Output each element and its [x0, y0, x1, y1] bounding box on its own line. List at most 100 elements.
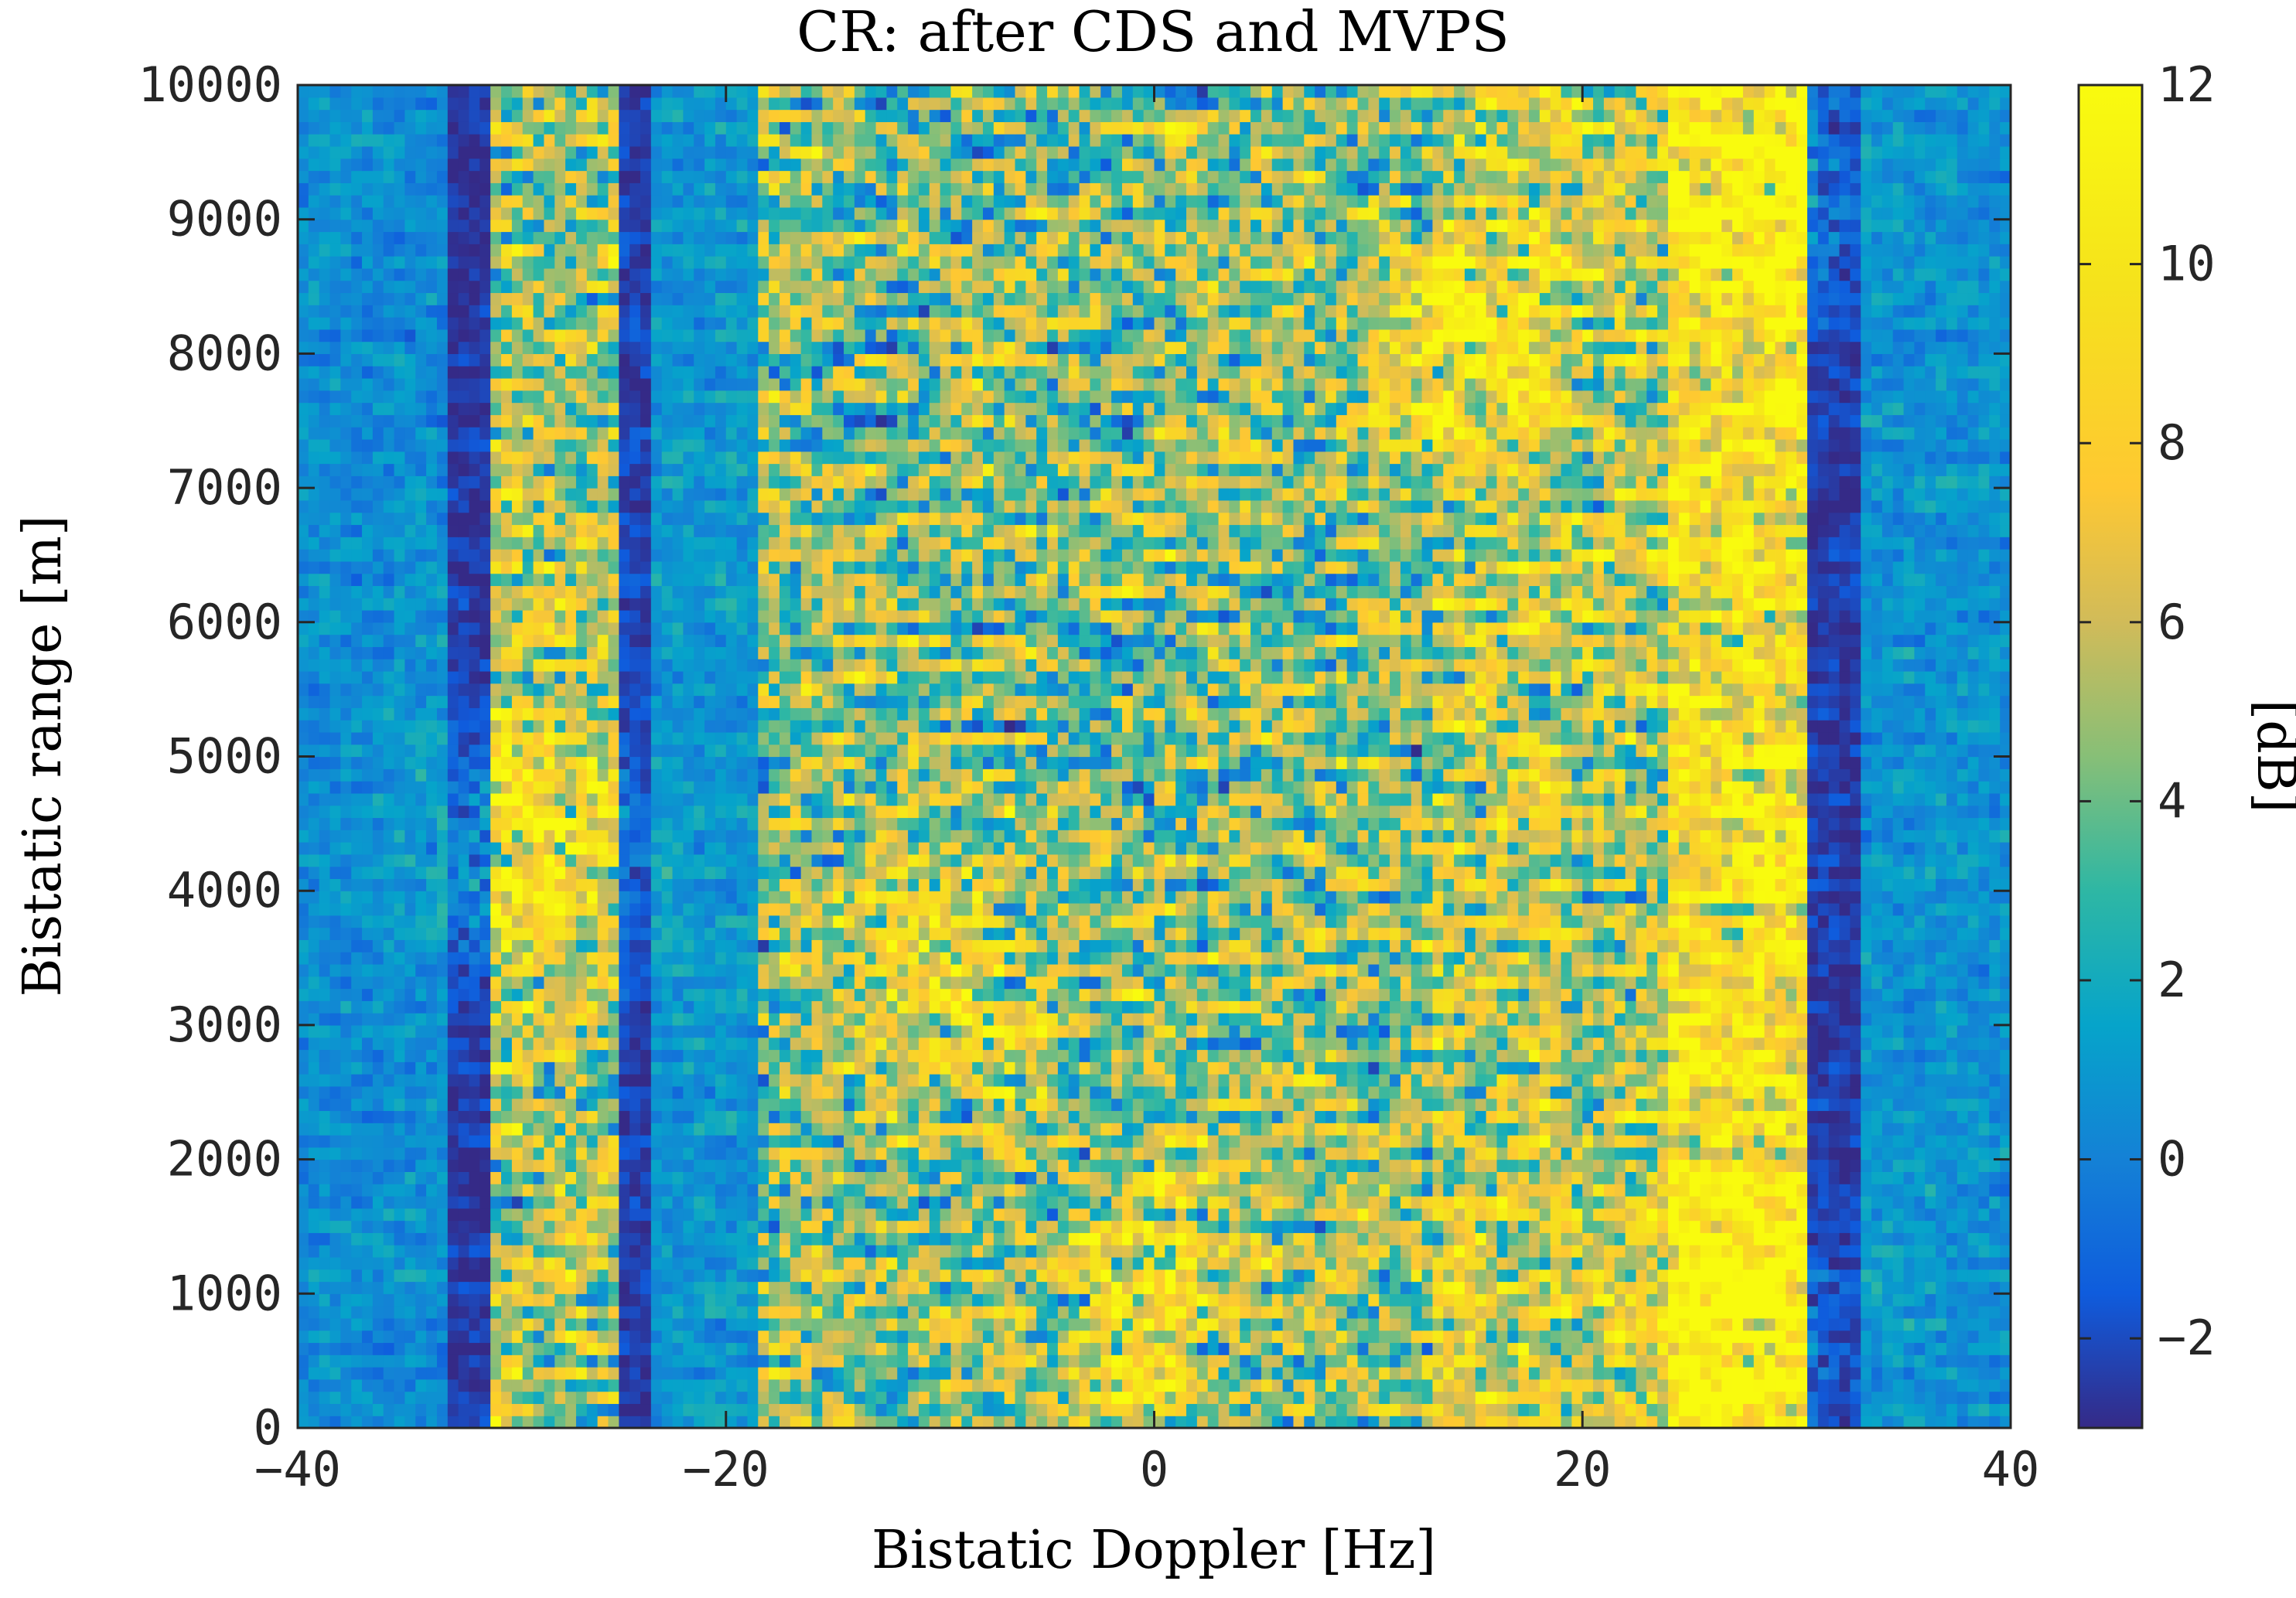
- heatmap-cell: [1603, 1317, 1615, 1331]
- heatmap-cell: [940, 1147, 952, 1160]
- heatmap-cell: [1111, 1220, 1123, 1233]
- heatmap-cell: [1914, 1159, 1926, 1172]
- heatmap-cell: [1967, 1123, 1980, 1136]
- heatmap-cell: [844, 1378, 855, 1392]
- heatmap-cell: [426, 1416, 438, 1429]
- heatmap-cell: [1871, 1281, 1883, 1294]
- heatmap-cell: [436, 1147, 449, 1160]
- heatmap-cell: [908, 1256, 919, 1270]
- heatmap-cell: [1871, 1074, 1883, 1087]
- heatmap-cell: [1614, 1245, 1626, 1258]
- heatmap-cell: [1850, 1085, 1861, 1099]
- heatmap-cell: [672, 1354, 684, 1368]
- heatmap-cell: [1175, 1281, 1187, 1294]
- heatmap-cell: [769, 1123, 780, 1136]
- heatmap-cell: [362, 1195, 374, 1209]
- heatmap-cell: [1593, 1049, 1605, 1062]
- heatmap-cell: [1603, 1208, 1615, 1221]
- heatmap-cell: [1357, 1135, 1369, 1148]
- heatmap-cell: [908, 1342, 919, 1355]
- heatmap-cell: [1464, 1085, 1476, 1099]
- heatmap-cell: [1775, 1123, 1786, 1136]
- heatmap-cell: [929, 1171, 941, 1184]
- heatmap-cell: [1325, 1135, 1337, 1148]
- heatmap-cell: [1796, 1061, 1808, 1075]
- heatmap-cell: [362, 1110, 374, 1123]
- heatmap-cell: [1828, 1184, 1841, 1197]
- heatmap-cell: [1753, 1074, 1765, 1087]
- heatmap-cell: [586, 1098, 599, 1112]
- heatmap-cell: [554, 1195, 566, 1209]
- heatmap-cell: [1132, 1098, 1145, 1112]
- heatmap-cell: [1593, 1281, 1605, 1294]
- heatmap-cell: [1850, 1159, 1861, 1172]
- heatmap-cell: [1914, 1208, 1926, 1221]
- heatmap-cell: [715, 1281, 727, 1294]
- heatmap-cell: [950, 1391, 962, 1405]
- heatmap-cell: [490, 1403, 502, 1416]
- heatmap-cell: [1881, 1147, 1894, 1160]
- heatmap-cell: [950, 1123, 962, 1136]
- heatmap-cell: [1175, 1378, 1187, 1392]
- heatmap-cell: [362, 1342, 374, 1355]
- heatmap-cell: [1967, 1391, 1980, 1405]
- heatmap-cell: [436, 1074, 449, 1087]
- heatmap-cell: [1507, 1330, 1519, 1344]
- heatmap-cell: [1090, 1281, 1101, 1294]
- heatmap-cell: [1175, 1208, 1187, 1221]
- heatmap-cell: [1806, 1256, 1819, 1270]
- heatmap-cell: [522, 1330, 534, 1344]
- heatmap-cell: [1507, 1245, 1519, 1258]
- heatmap-cell: [1806, 1306, 1819, 1319]
- heatmap-cell: [1068, 1281, 1080, 1294]
- heatmap-cell: [833, 1061, 844, 1075]
- heatmap-cell: [790, 1171, 802, 1184]
- heatmap-cell: [875, 1306, 887, 1319]
- heatmap-cell: [394, 1245, 406, 1258]
- heatmap-cell: [672, 1110, 684, 1123]
- heatmap-cell: [1143, 1074, 1155, 1087]
- heatmap-cell: [683, 1317, 694, 1331]
- heatmap-cell: [1079, 1403, 1091, 1416]
- heatmap-cell: [640, 1232, 652, 1245]
- heatmap-cell: [1250, 1391, 1262, 1405]
- heatmap-cell: [950, 1367, 962, 1380]
- heatmap-cell: [1047, 1220, 1059, 1233]
- heatmap-cell: [1881, 1293, 1894, 1307]
- heatmap-cell: [1100, 1074, 1112, 1087]
- heatmap-cell: [533, 1391, 544, 1405]
- heatmap-cell: [1646, 1135, 1658, 1148]
- heatmap-cell: [683, 1208, 694, 1221]
- heatmap-cell: [929, 1159, 941, 1172]
- heatmap-cell: [1946, 1110, 1958, 1123]
- heatmap-cell: [800, 1245, 813, 1258]
- heatmap-cell: [1839, 1245, 1851, 1258]
- heatmap-cell: [319, 1256, 331, 1270]
- heatmap-cell: [372, 1293, 384, 1307]
- heatmap-cell: [1229, 1098, 1240, 1112]
- heatmap-cell: [1582, 1306, 1594, 1319]
- heatmap-cell: [1186, 1391, 1198, 1405]
- heatmap-cell: [1925, 1159, 1936, 1172]
- heatmap-cell: [1871, 1049, 1883, 1062]
- heatmap-cell: [1464, 1306, 1476, 1319]
- heatmap-cell: [1742, 1123, 1755, 1136]
- heatmap-cell: [865, 1135, 877, 1148]
- heatmap-cell: [1603, 1281, 1615, 1294]
- heatmap-cell: [1561, 1110, 1572, 1123]
- heatmap-cell: [329, 1269, 341, 1283]
- heatmap-cell: [1368, 1061, 1380, 1075]
- heatmap-cell: [1443, 1378, 1455, 1392]
- heatmap-cell: [1892, 1123, 1905, 1136]
- heatmap-cell: [993, 1367, 1005, 1380]
- heatmap-cell: [329, 1256, 341, 1270]
- heatmap-cell: [1293, 1195, 1305, 1209]
- heatmap-cell: [1753, 1085, 1765, 1099]
- heatmap-cell: [1636, 1354, 1647, 1368]
- heatmap-cell: [1196, 1354, 1209, 1368]
- heatmap-cell: [822, 1123, 834, 1136]
- heatmap-cell: [1625, 1306, 1637, 1319]
- heatmap-cell: [1582, 1085, 1594, 1099]
- heatmap-cell: [1786, 1342, 1797, 1355]
- heatmap-cell: [1390, 1269, 1401, 1283]
